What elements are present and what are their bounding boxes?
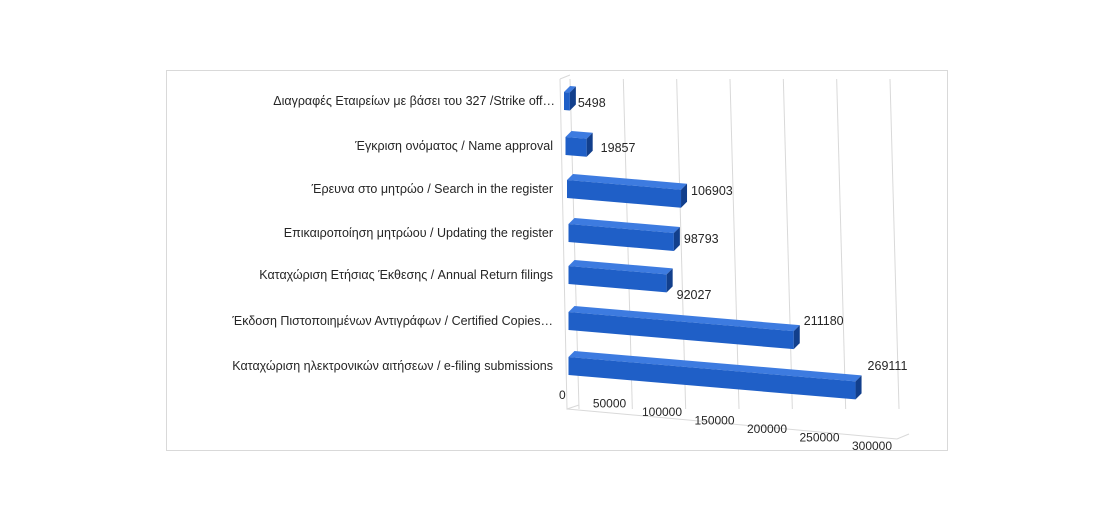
category-label: Καταχώριση ηλεκτρονικών αιτήσεων / e-fil… [232, 359, 553, 373]
gridlines [559, 74, 910, 440]
bar-front-face [565, 137, 587, 157]
bars [564, 86, 862, 400]
category-label: Έρευνα στο μητρώο / Search in the regist… [311, 182, 553, 196]
bar-top-face [568, 218, 680, 233]
category-label: Έγκριση ονόματος / Name approval [354, 139, 553, 153]
tick-label: 200000 [747, 422, 787, 436]
data-label: 106903 [691, 184, 733, 198]
bar-side-face [586, 132, 593, 157]
data-label: 98793 [684, 232, 719, 246]
gridline [782, 78, 793, 410]
tick-label: 300000 [852, 439, 892, 452]
tick-label: 50000 [593, 397, 627, 411]
category-label: Καταχώριση Ετήσιας Έκθεσης / Annual Retu… [259, 268, 553, 282]
bar-top-face [567, 174, 688, 190]
data-label: 211180 [804, 314, 844, 328]
axis-walls [559, 74, 910, 440]
tick-label: 150000 [694, 414, 734, 428]
bar-top-face [564, 86, 576, 93]
value-labels: 5498 19857 106903 98793 92027 211180 269111 [578, 96, 908, 373]
chart-frame: Διαγραφές Εταιρείων με βάσει του 327 /St… [166, 70, 948, 452]
category-label: Διαγραφές Εταιρείων με βάσει του 327 /St… [273, 94, 555, 108]
bar [567, 174, 688, 208]
bar-front-face [568, 312, 794, 350]
bar-top-face [568, 306, 800, 332]
data-label: 5498 [578, 96, 606, 110]
bar [568, 218, 680, 251]
bar-side-face [793, 325, 800, 350]
bar [565, 131, 593, 157]
tick-label: 0 [559, 388, 566, 402]
bar-top-face [568, 260, 673, 275]
bar [568, 351, 862, 400]
bar-side-face [569, 86, 576, 111]
bar-front-face [567, 180, 682, 208]
gridline [836, 78, 847, 410]
gridline [676, 78, 687, 410]
bar-chart: Διαγραφές Εταιρείων με βάσει του 327 /St… [231, 74, 910, 452]
bar-front-face [568, 224, 674, 251]
bar-side-face [681, 183, 688, 208]
bar-front-face [568, 266, 667, 293]
category-labels: Διαγραφές Εταιρείων με βάσει του 327 /St… [231, 94, 555, 373]
gridline [889, 78, 900, 410]
bar-side-face [855, 375, 862, 400]
x-axis-ticks: 0 50000 100000 150000 200000 250000 300000 [559, 388, 892, 452]
bar-front-face [564, 92, 570, 111]
tick-label: 250000 [799, 431, 839, 445]
bar [568, 260, 673, 293]
bar-side-face [673, 226, 680, 251]
tick-label: 100000 [642, 405, 682, 419]
bar-side-face [666, 268, 673, 293]
bar-top-face [565, 131, 593, 139]
gridline [729, 78, 740, 410]
bar [568, 306, 800, 350]
bar-front-face [568, 357, 856, 400]
data-label: 269111 [868, 359, 908, 373]
data-label: 19857 [601, 141, 636, 155]
category-label: Επικαιροποίηση μητρώου / Updating the re… [284, 226, 553, 240]
bar-top-face [568, 351, 862, 382]
bar [564, 86, 576, 111]
data-label: 92027 [677, 288, 712, 302]
category-label: Έκδοση Πιστοποιημένων Αντιγράφων / Certi… [231, 314, 553, 328]
